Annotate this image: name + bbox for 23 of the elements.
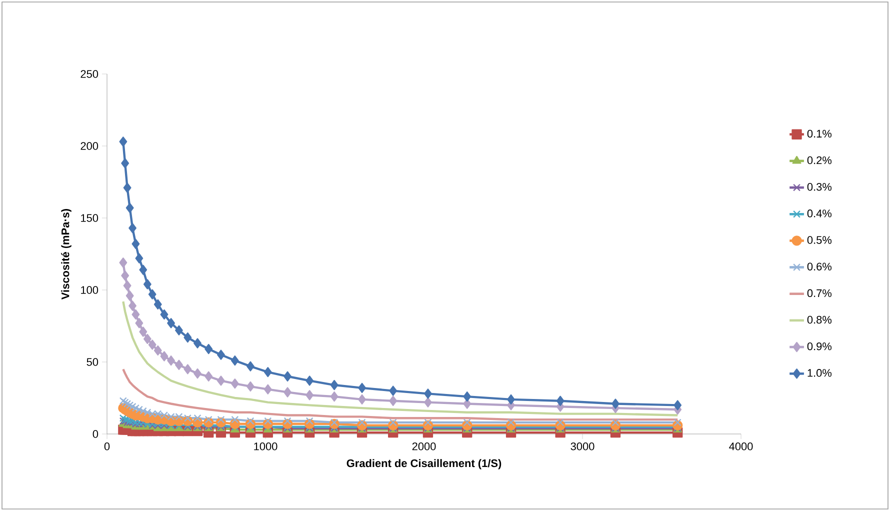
x-axis-title: Gradient de Cisaillement (1/S): [346, 459, 502, 470]
x-tick-label: 3000: [570, 442, 594, 450]
y-tick-label: 250: [80, 70, 98, 78]
legend-label: 0.4%: [807, 210, 832, 218]
legend-label: 1.0%: [808, 369, 832, 377]
y-tick-label: 100: [81, 286, 98, 294]
legend-label: 0.8%: [807, 316, 832, 324]
y-axis-title: Viscosité (mPa·s): [61, 208, 72, 300]
legend-label: 0.2%: [807, 156, 832, 164]
y-tick-label: 50: [86, 358, 98, 366]
x-tick-label: 4000: [729, 442, 753, 450]
x-tick-label: 1000: [254, 442, 278, 450]
y-tick-label: 0: [92, 430, 98, 438]
x-tick-label: 2000: [412, 442, 436, 450]
y-tick-label: 200: [80, 142, 98, 150]
legend-label: 0.5%: [807, 236, 832, 244]
x-tick-label: 0: [104, 442, 110, 450]
legend-label: 0.3%: [807, 182, 832, 191]
legend-label: 0.1%: [807, 130, 832, 138]
legend-label: 0.9%: [807, 342, 832, 350]
legend-label: 0.7%: [807, 289, 832, 298]
legend-label: 0.6%: [807, 262, 832, 270]
y-tick-label: 150: [81, 214, 98, 222]
